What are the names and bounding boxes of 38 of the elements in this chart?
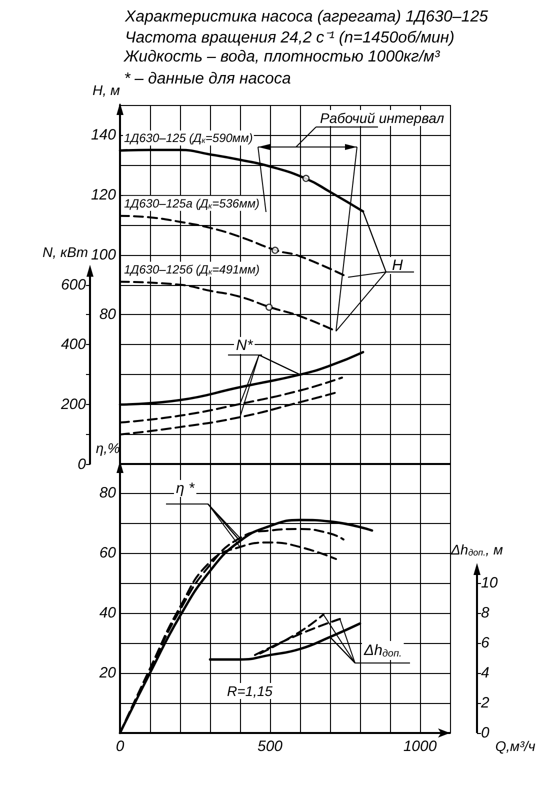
y-tick-label: 40 <box>99 604 117 622</box>
x-tick-label: 500 <box>257 738 284 755</box>
x-tick-label: 1000 <box>403 738 438 755</box>
y2-tick-label: 4 <box>481 664 490 682</box>
text: Жидкость – вода, плотностью 1000кг/м³ <box>123 48 440 66</box>
series-label: 1Д630–125а (Дк=536мм) <box>124 196 260 210</box>
annotation: R=1,15 <box>227 683 273 699</box>
y2-tick-label: 0 <box>78 456 87 473</box>
annotation: η * <box>176 480 196 497</box>
y2-tick-label: 0 <box>481 724 490 742</box>
y2-axis-title: Δhдоп., м <box>450 542 504 558</box>
y-axis-title: η,% <box>96 440 120 456</box>
y2-tick-label: 8 <box>481 604 490 622</box>
series-label: 1Д630–125 (Дк=590мм) <box>124 131 253 146</box>
y-tick-label: 60 <box>99 544 117 562</box>
y-axis-title: H, м <box>92 82 120 98</box>
y2-tick-label: 400 <box>60 336 87 354</box>
chart-subtitle: Частота вращения 24,2 с⁻¹ (n=1450об/мин) <box>125 30 454 46</box>
y-tick-label: 140 <box>90 126 117 144</box>
y2-tick-label: 200 <box>60 396 87 414</box>
y-tick-label: 80 <box>99 306 117 324</box>
y2-tick-label: 600 <box>60 276 87 294</box>
annotation: Рабочий интервал <box>320 110 444 126</box>
y2-axis-title: N, кВт <box>42 244 88 260</box>
y2-tick-label: 10 <box>481 574 498 592</box>
y2-tick-label: 2 <box>480 694 490 712</box>
annotation: N* <box>236 337 254 354</box>
y-tick-label: 120 <box>90 186 117 204</box>
series-label: 1Д630–125б (Дк=491мм) <box>124 262 260 276</box>
y-tick-label: 80 <box>99 484 117 502</box>
x-axis-title: Q,м³/ч <box>495 738 536 754</box>
text: * – данные для насоса <box>124 70 291 88</box>
y-tick-label: 100 <box>90 246 117 264</box>
x-tick-label: 0 <box>116 738 125 755</box>
y-tick-label: 20 <box>98 664 117 682</box>
chart-title: Характеристика насоса (агрегата) 1Д630–125 <box>124 8 488 26</box>
annotation: H <box>392 257 403 274</box>
y2-tick-label: 6 <box>481 634 490 652</box>
